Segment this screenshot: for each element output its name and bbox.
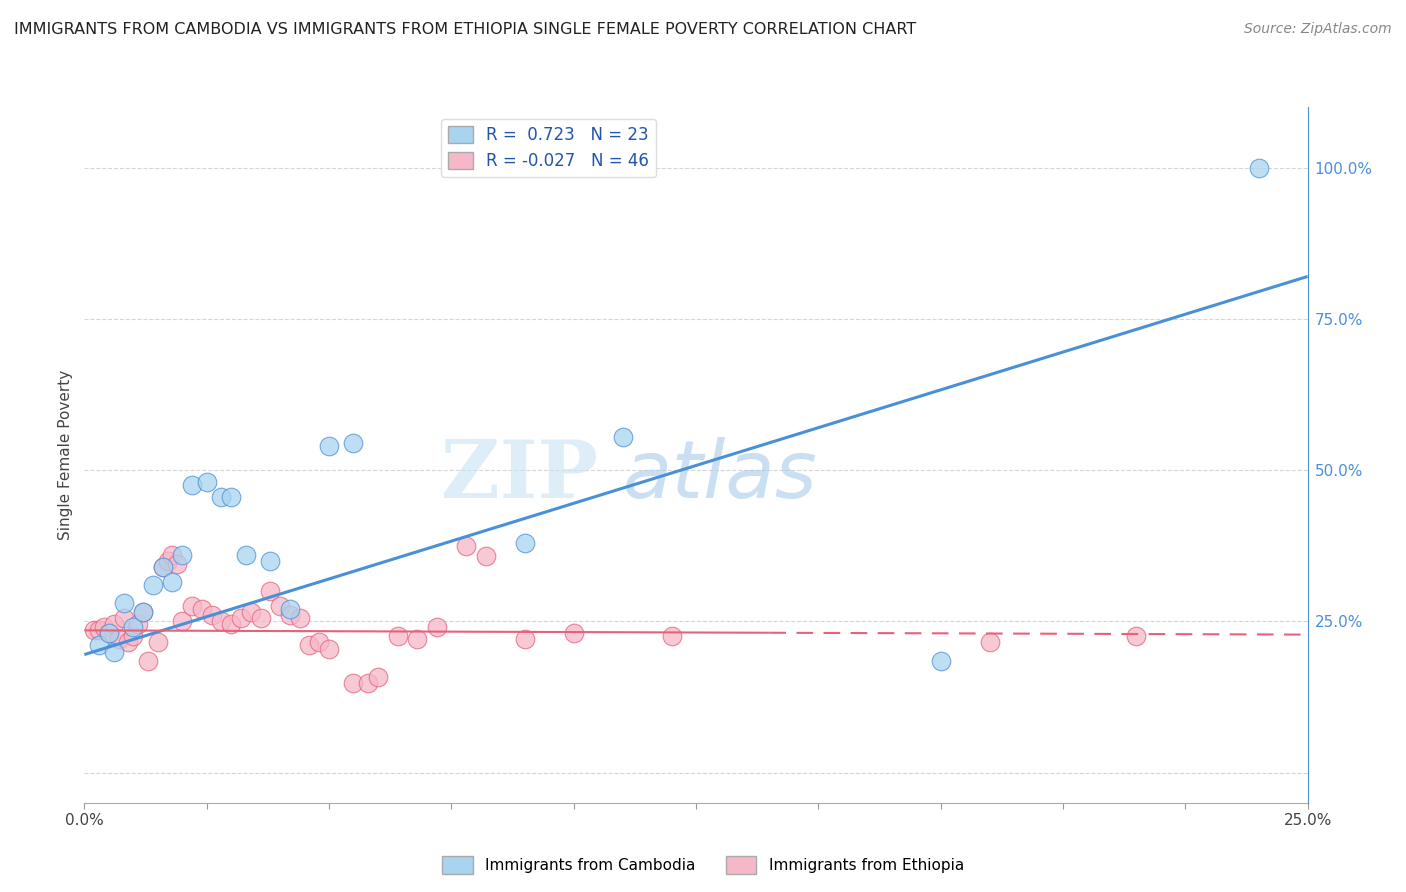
Text: Source: ZipAtlas.com: Source: ZipAtlas.com (1244, 22, 1392, 37)
Point (454, 539, 477, 553)
Point (357, 676, 380, 690)
Point (112, 611, 135, 625)
Point (259, 584, 281, 599)
Point (278, 602, 301, 616)
Point (87, 624, 110, 638)
Point (103, 617, 125, 632)
Point (219, 617, 242, 632)
Point (209, 490, 232, 504)
Point (235, 548, 257, 562)
Y-axis label: Single Female Poverty: Single Female Poverty (58, 370, 73, 540)
Point (191, 602, 214, 616)
Point (93, 620, 115, 634)
Point (229, 611, 252, 625)
Point (122, 620, 145, 634)
Point (288, 611, 311, 625)
Point (83, 624, 105, 638)
Point (929, 654, 952, 668)
Text: IMMIGRANTS FROM CAMBODIA VS IMMIGRANTS FROM ETHIOPIA SINGLE FEMALE POVERTY CORRE: IMMIGRANTS FROM CAMBODIA VS IMMIGRANTS F… (14, 22, 917, 37)
Point (513, 535, 536, 549)
Point (87, 639, 110, 653)
Point (387, 629, 409, 643)
Point (318, 641, 340, 656)
Point (146, 635, 169, 649)
Point (612, 430, 634, 444)
Text: atlas: atlas (623, 437, 817, 515)
Point (219, 490, 242, 504)
Point (1247, 161, 1270, 175)
Point (97, 626, 120, 640)
Point (117, 635, 139, 649)
Point (172, 615, 194, 629)
Point (298, 639, 321, 653)
Point (342, 676, 364, 690)
Point (136, 654, 159, 668)
Point (209, 615, 232, 629)
Point (181, 599, 204, 614)
Point (166, 557, 188, 571)
Point (318, 439, 340, 453)
Point (406, 632, 429, 647)
Point (172, 548, 194, 562)
Point (162, 574, 184, 589)
Point (200, 608, 222, 623)
Point (278, 608, 301, 623)
Point (367, 670, 389, 684)
Point (269, 599, 291, 614)
Point (1125, 629, 1147, 643)
Point (97, 626, 120, 640)
Point (107, 632, 129, 647)
Point (112, 596, 135, 610)
Point (259, 554, 281, 568)
Point (162, 548, 184, 562)
Point (152, 559, 174, 574)
Point (661, 629, 683, 643)
Point (142, 578, 165, 592)
Legend: Immigrants from Cambodia, Immigrants from Ethiopia: Immigrants from Cambodia, Immigrants fro… (436, 850, 970, 880)
Point (103, 644, 125, 658)
Point (426, 620, 449, 634)
Point (122, 629, 145, 643)
Point (562, 626, 585, 640)
Point (152, 559, 174, 574)
Point (342, 435, 364, 450)
Point (474, 549, 496, 563)
Point (127, 617, 149, 632)
Point (979, 635, 1001, 649)
Point (239, 605, 262, 619)
Point (181, 478, 204, 492)
Text: ZIP: ZIP (441, 437, 598, 515)
Point (513, 632, 536, 647)
Point (249, 611, 271, 625)
Point (195, 475, 218, 490)
Point (308, 635, 330, 649)
Point (132, 605, 155, 619)
Legend: R =  0.723   N = 23, R = -0.027   N = 46: R = 0.723 N = 23, R = -0.027 N = 46 (441, 119, 655, 177)
Point (132, 605, 155, 619)
Point (156, 554, 179, 568)
